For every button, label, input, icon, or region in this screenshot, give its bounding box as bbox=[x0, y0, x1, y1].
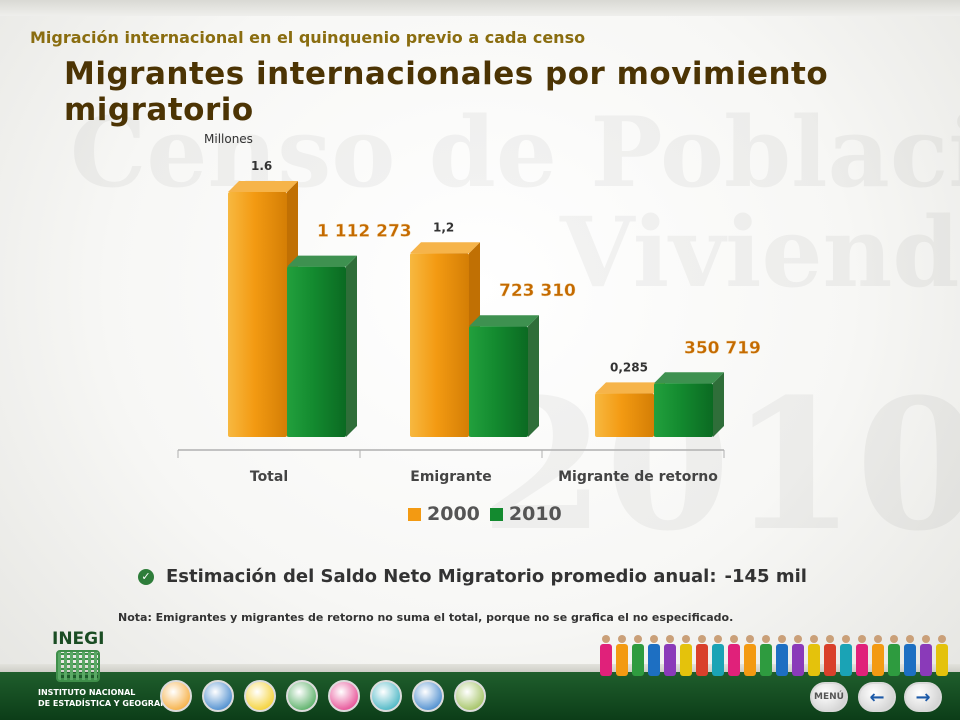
watermark-line2: Vivienda bbox=[560, 196, 960, 309]
footnote: Nota: Emigrantes y migrantes de retorno … bbox=[118, 611, 734, 624]
map-icon[interactable] bbox=[454, 680, 486, 712]
bar-front bbox=[654, 383, 713, 437]
forward-button[interactable]: → bbox=[904, 682, 942, 712]
inegi-logo-text: INEGI bbox=[52, 629, 105, 649]
legend-item-2010: 2010 bbox=[489, 503, 562, 525]
bar-side bbox=[528, 315, 539, 437]
saldo-row: ✓ Estimación del Saldo Neto Migratorio p… bbox=[138, 566, 807, 587]
bar-top bbox=[228, 181, 298, 192]
migration-icon[interactable] bbox=[412, 680, 444, 712]
bar-chart: 1.6 1 112 273 1,2 723 310 0,285 350 719 Total… bbox=[177, 159, 761, 485]
family-icon[interactable] bbox=[244, 680, 276, 712]
x-tick-label: Emigrante bbox=[410, 469, 491, 485]
data-label: 1 112 273 bbox=[317, 222, 412, 242]
bar-side bbox=[713, 372, 724, 437]
chart-legend: 2000 2010 bbox=[408, 503, 572, 525]
slide-subtitle: Migración internacional en el quinquenio… bbox=[30, 28, 586, 47]
bar-2010-2 bbox=[654, 372, 724, 437]
bar-2010-0 bbox=[287, 255, 357, 437]
data-label: 723 310 bbox=[499, 281, 576, 301]
logo-org-line2: DE ESTADÍSTICA Y GEOGRAFÍA bbox=[38, 699, 175, 708]
bar-top bbox=[469, 315, 539, 327]
info-icon[interactable] bbox=[202, 680, 234, 712]
bar-top bbox=[595, 382, 665, 394]
person-figure bbox=[760, 635, 772, 676]
person-figure bbox=[712, 635, 724, 676]
forward-arrow-icon: → bbox=[915, 686, 931, 708]
data-label: 350 719 bbox=[684, 338, 761, 358]
saldo-value: -145 mil bbox=[724, 566, 807, 587]
person-figure bbox=[904, 635, 916, 676]
bar-front bbox=[595, 393, 654, 437]
person-figure bbox=[664, 635, 676, 676]
bar-top bbox=[287, 255, 357, 267]
legend-swatch-2000 bbox=[408, 507, 421, 521]
person-figure bbox=[888, 635, 900, 676]
people-illustration bbox=[600, 635, 948, 676]
bar-front bbox=[287, 266, 346, 437]
y-units-label: Millones bbox=[204, 132, 253, 146]
person-figure bbox=[744, 635, 756, 676]
person-figure bbox=[616, 635, 628, 676]
person-figure bbox=[600, 635, 612, 676]
house-icon[interactable] bbox=[328, 680, 360, 712]
person-figure bbox=[808, 635, 820, 676]
logo-org-line1: INSTITUTO NACIONAL bbox=[38, 688, 136, 697]
bar-2010-1 bbox=[469, 315, 539, 437]
person-figure bbox=[632, 635, 644, 676]
bar-front bbox=[469, 326, 528, 437]
bar-top bbox=[654, 372, 724, 384]
person-figure bbox=[696, 635, 708, 676]
watermark-line1: Censo de Población bbox=[70, 96, 960, 209]
person-figure bbox=[648, 635, 660, 676]
legend-item-2000: 2000 bbox=[408, 503, 480, 525]
person-figure bbox=[840, 635, 852, 676]
person-figure bbox=[680, 635, 692, 676]
person-figure bbox=[920, 635, 932, 676]
person-figure bbox=[792, 635, 804, 676]
person-figure bbox=[856, 635, 868, 676]
menu-button[interactable]: MENÚ bbox=[810, 682, 848, 712]
bullet-icon: ✓ bbox=[138, 568, 154, 585]
top-frame bbox=[0, 0, 960, 16]
person-figure bbox=[728, 635, 740, 676]
data-label: 0,285 bbox=[610, 360, 648, 374]
menu-label: MENÚ bbox=[814, 692, 844, 702]
legend-swatch-2010 bbox=[489, 507, 503, 521]
data-label: 1.6 bbox=[251, 159, 272, 173]
bar-top bbox=[410, 242, 480, 254]
back-button[interactable]: ← bbox=[858, 682, 896, 712]
home-icon[interactable] bbox=[370, 680, 402, 712]
x-tick-label: Migrante de retorno bbox=[558, 469, 718, 485]
bottom-band bbox=[0, 664, 960, 674]
data-label: 1,2 bbox=[433, 220, 454, 234]
slide-title: Migrantes internacionales por movimiento… bbox=[64, 56, 829, 128]
bar-front bbox=[410, 253, 469, 437]
person-figure bbox=[936, 635, 948, 676]
saldo-label: Estimación del Saldo Neto Migratorio pro… bbox=[166, 566, 717, 587]
bar-side bbox=[346, 255, 357, 437]
bar-front bbox=[228, 192, 287, 437]
person-figure bbox=[872, 635, 884, 676]
legend-label: 2000 bbox=[427, 503, 480, 525]
couple-icon[interactable] bbox=[286, 680, 318, 712]
back-arrow-icon: ← bbox=[869, 686, 885, 708]
people-icon[interactable] bbox=[160, 680, 192, 712]
person-figure bbox=[776, 635, 788, 676]
x-tick-label: Total bbox=[250, 469, 288, 485]
inegi-logo-icon bbox=[56, 650, 100, 682]
person-figure bbox=[824, 635, 836, 676]
legend-label: 2010 bbox=[508, 503, 562, 525]
